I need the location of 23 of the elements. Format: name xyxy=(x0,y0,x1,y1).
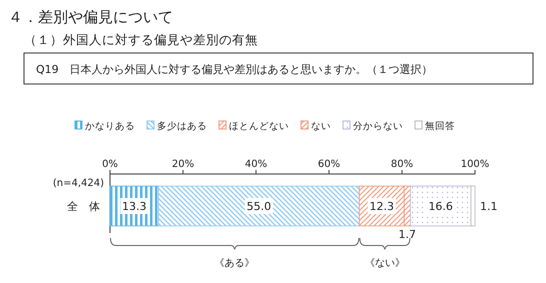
text: (n=4,424) xyxy=(52,178,104,189)
legend-label: ない xyxy=(311,121,331,132)
x-tick-label: 20% xyxy=(172,159,194,170)
legend-label: かなりある xyxy=(85,121,135,132)
x-tick-label: 60% xyxy=(318,159,340,170)
legend-label: ほとんどない xyxy=(229,121,289,132)
data-label: 1.1 xyxy=(480,200,498,213)
x-tick-label: 0% xyxy=(102,159,118,170)
data-label: 1.7 xyxy=(398,228,416,241)
legend-label: 多少はある xyxy=(157,120,207,132)
legend-label: 無回答 xyxy=(425,120,455,132)
text: 《ある》 xyxy=(214,257,255,269)
x-tick-label: 80% xyxy=(390,159,414,170)
y-tick-label: 全 体 xyxy=(67,200,100,213)
bar xyxy=(470,186,476,226)
legend-label: 分からない xyxy=(353,120,403,132)
x-tick-label: 100% xyxy=(460,159,490,170)
x-tick-label: 40% xyxy=(244,159,268,170)
bar xyxy=(158,186,360,226)
text: Q19 日本人から外国人に対する偏見や差別はあると思いますか。（１つ選択） xyxy=(36,63,433,76)
chart-subtitle: （１）外国人に対する偏見や差別の有無 xyxy=(24,32,258,47)
chart-title: ４．差別や偏見について xyxy=(8,8,173,26)
text: 《ない》 xyxy=(364,257,405,269)
